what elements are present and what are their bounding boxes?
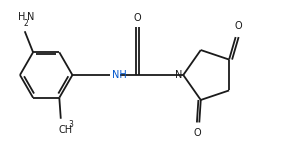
Text: O: O xyxy=(133,13,141,23)
Text: O: O xyxy=(194,128,202,138)
Text: H: H xyxy=(18,12,25,22)
Text: NH: NH xyxy=(112,70,126,80)
Text: N: N xyxy=(175,70,182,80)
Text: O: O xyxy=(234,21,242,31)
Text: CH: CH xyxy=(58,125,72,135)
Text: N: N xyxy=(27,12,34,22)
Text: 2: 2 xyxy=(24,19,28,28)
Text: 3: 3 xyxy=(68,120,73,129)
